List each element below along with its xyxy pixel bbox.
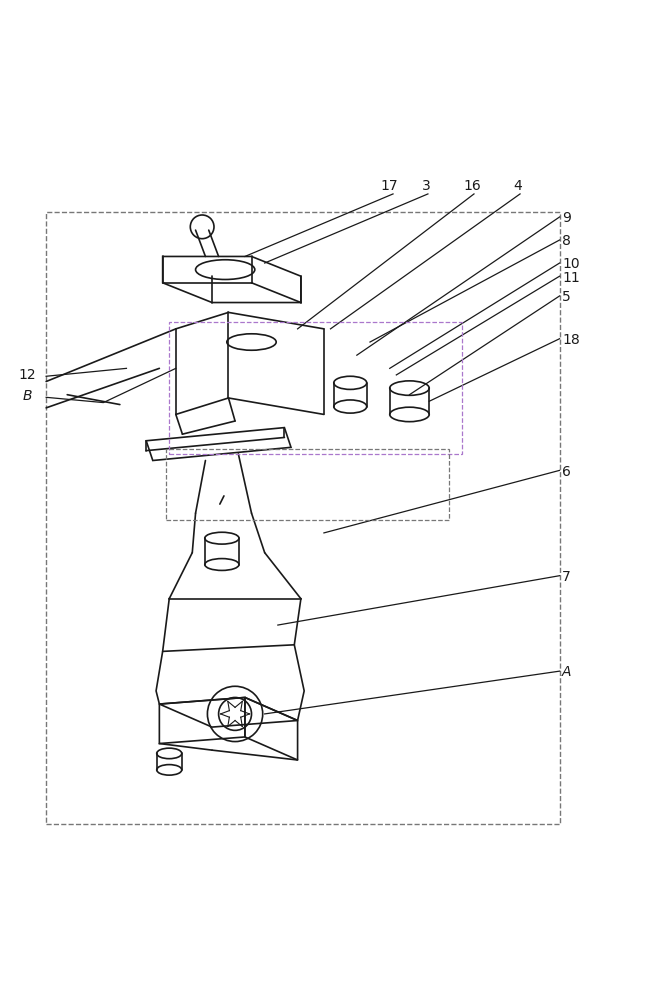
Text: 10: 10 bbox=[563, 257, 580, 271]
Text: 7: 7 bbox=[563, 570, 571, 584]
Text: 3: 3 bbox=[422, 179, 430, 193]
Bar bbox=[166, 449, 449, 520]
Text: 9: 9 bbox=[563, 211, 571, 225]
Bar bbox=[46, 212, 560, 824]
Text: 16: 16 bbox=[463, 179, 481, 193]
Text: A: A bbox=[563, 665, 572, 679]
Text: 18: 18 bbox=[563, 333, 580, 347]
Text: 6: 6 bbox=[563, 465, 571, 479]
Text: B: B bbox=[23, 389, 32, 403]
Text: 17: 17 bbox=[381, 179, 399, 193]
Text: 8: 8 bbox=[563, 234, 571, 248]
Bar bbox=[169, 322, 462, 454]
Text: 4: 4 bbox=[514, 179, 522, 193]
Text: 5: 5 bbox=[563, 290, 571, 304]
Text: 11: 11 bbox=[563, 271, 580, 285]
Text: 12: 12 bbox=[19, 368, 36, 382]
